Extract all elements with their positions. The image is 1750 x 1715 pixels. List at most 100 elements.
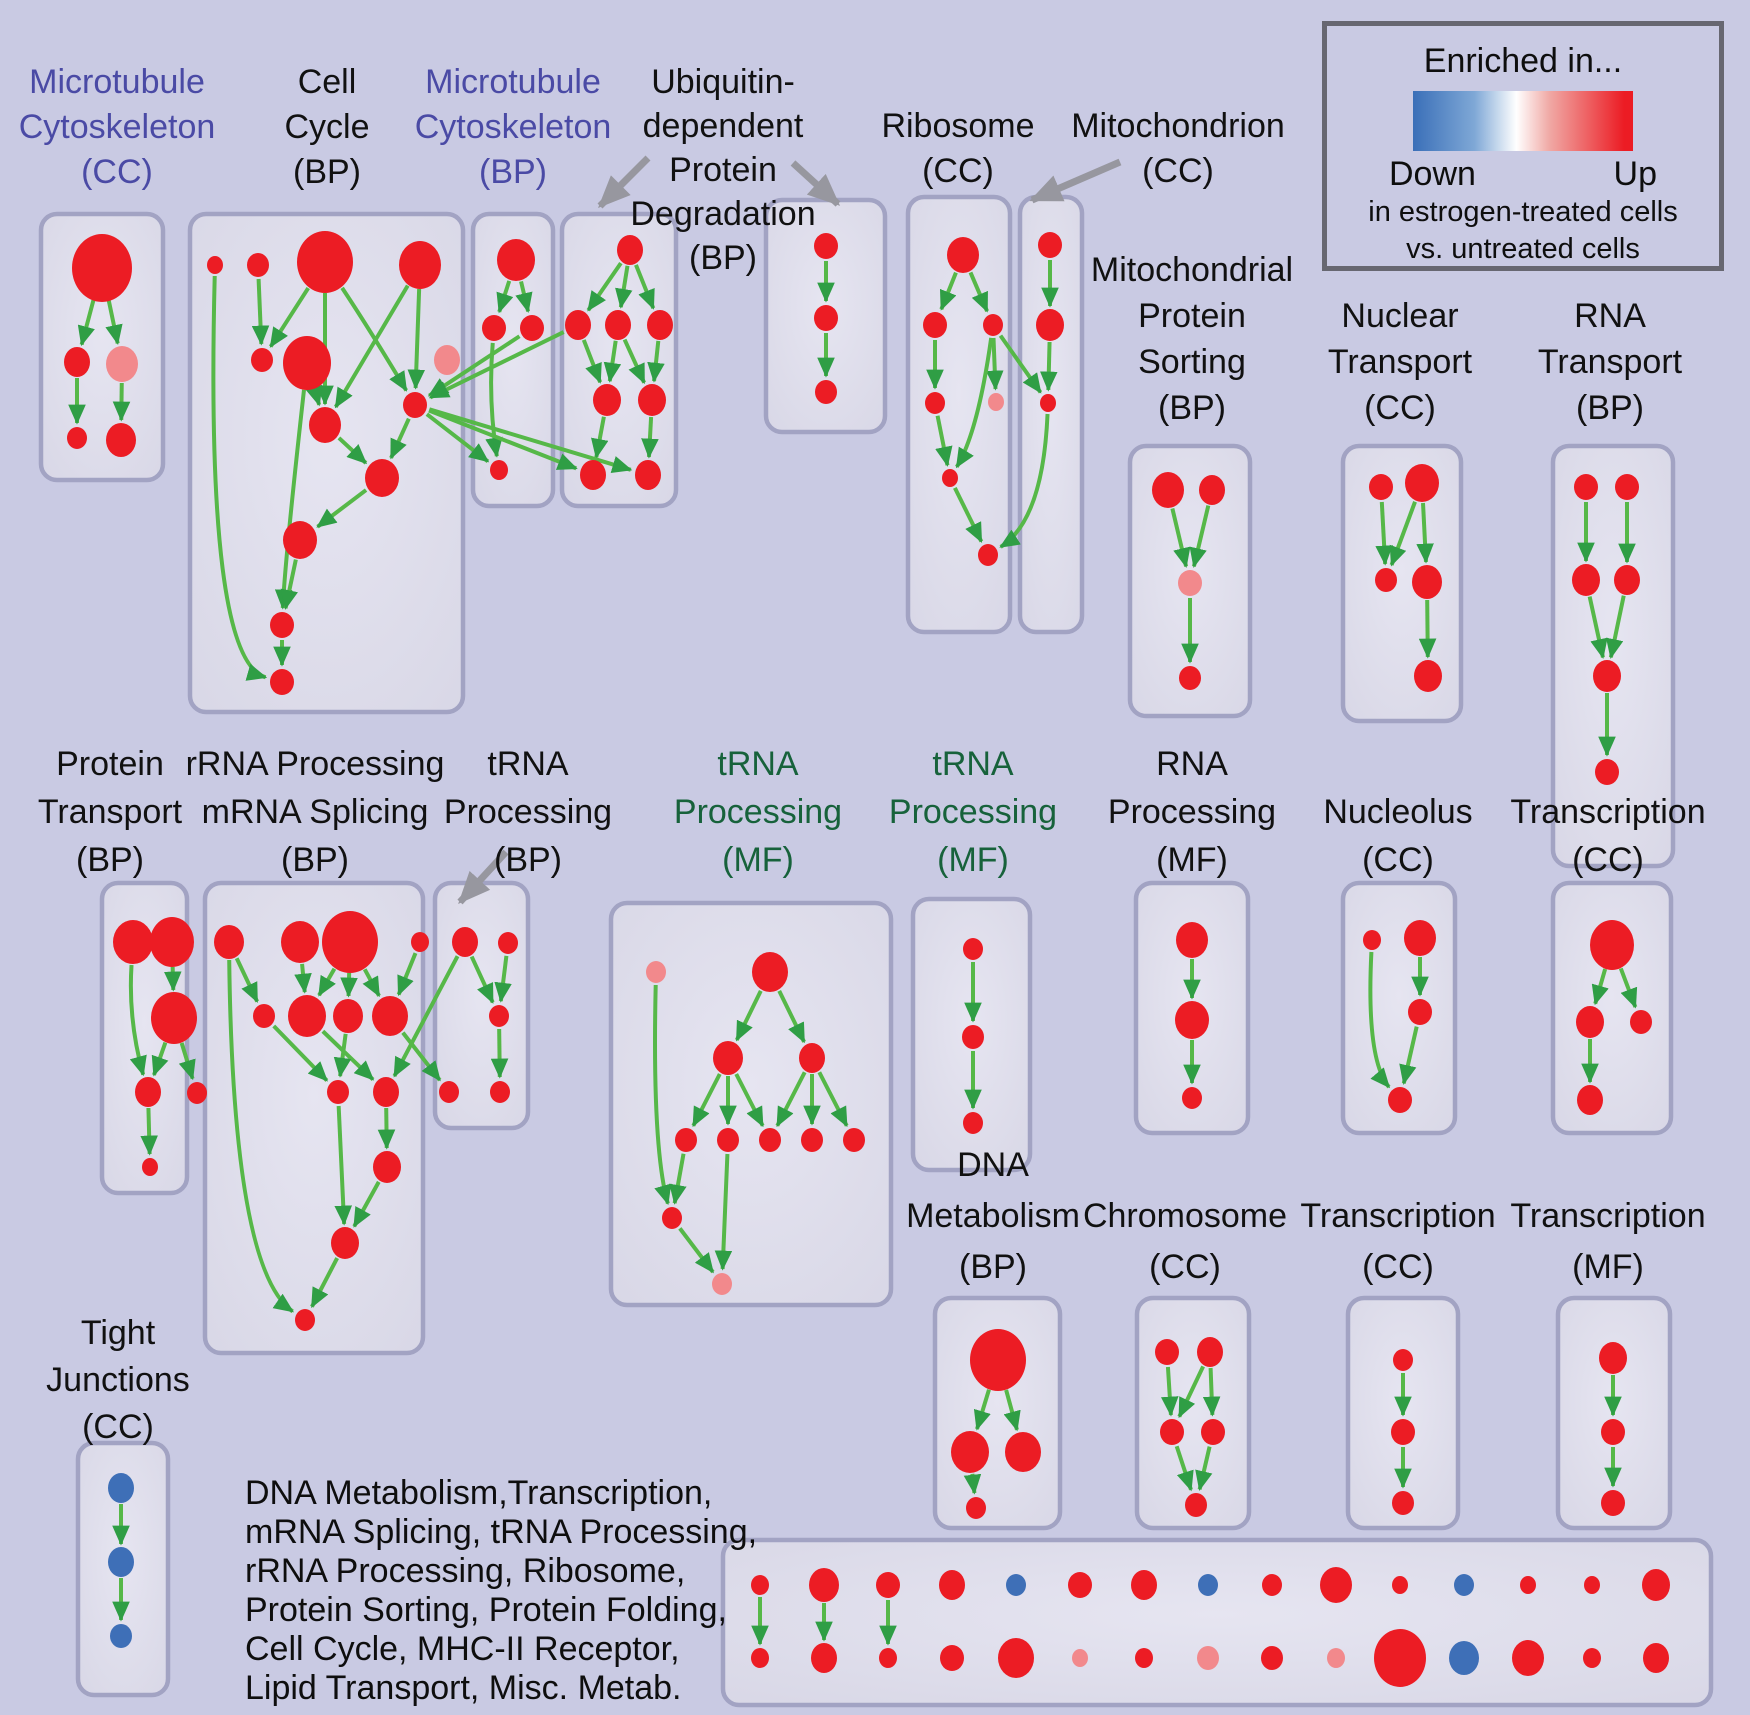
gene-node-trna-mf-1-n7 [759, 1128, 781, 1152]
gene-node-trna-mf-2-o3 [963, 1112, 983, 1134]
edge-arrow [817, 1071, 849, 1128]
gene-node-mito-sorting-h2 [1199, 475, 1225, 505]
edge-arrow [581, 339, 603, 384]
gene-node-nuclear-transport-i2 [1405, 464, 1439, 502]
edge-arrow [234, 957, 259, 1003]
edge-arrow [939, 271, 958, 311]
gene-node-ubiquitin-1-d8 [635, 460, 661, 490]
gene-node-protein-transport-k4 [135, 1077, 161, 1107]
gene-node-dna-metabolism-p3 [1005, 1432, 1041, 1472]
gene-node-cell-cycle-b11 [283, 521, 317, 559]
legend-title: Enriched in... [1423, 42, 1623, 80]
cluster-label-ubiquitin-1: Degradation [630, 195, 815, 233]
gene-node-trna-mf-1-n8 [801, 1128, 823, 1152]
legend-subline-1: in estrogen-treated cells [1368, 196, 1678, 228]
edge-arrow [669, 1153, 687, 1205]
legend: Enriched in... Down Up in estrogen-treat… [1322, 21, 1724, 271]
gene-node-trna-mf-1-n9 [843, 1128, 865, 1152]
legend-subline-2: vs. untreated cells [1406, 233, 1640, 265]
edge-arrow [1170, 508, 1191, 569]
gene-node-mito-sorting-h4 [1179, 666, 1201, 690]
gene-node-tight-junctions-tj1 [108, 1473, 134, 1503]
gene-node-ubiquitin-2-e3 [815, 380, 837, 404]
edge-arrow [1195, 1446, 1213, 1491]
gene-node-cell-cycle-b9 [403, 392, 427, 418]
gene-node-shared-terms-s8t [1198, 1574, 1218, 1596]
gene-node-shared-terms-s9t [1262, 1574, 1282, 1596]
cluster-label-microtubule-bp: Cytoskeleton [415, 108, 612, 146]
cluster-label-rna-processing-mf: RNA [1156, 745, 1228, 783]
gene-node-rrna-mrna-l8 [372, 996, 408, 1036]
edge-arrow [734, 1073, 765, 1128]
cluster-label-rrna-mrna: mRNA Splicing [202, 793, 429, 831]
gene-node-trna-bp-m4 [439, 1081, 459, 1103]
gene-node-protein-transport-k2 [150, 917, 194, 967]
gene-node-shared-terms-s13t [1520, 1576, 1536, 1594]
gene-node-microtubule-cc-a2 [64, 347, 90, 377]
cluster-label-nuclear-transport: Nuclear [1341, 297, 1458, 335]
gene-node-shared-terms-s3b [879, 1648, 897, 1668]
gene-node-shared-terms-s5t [1006, 1574, 1026, 1596]
edge-arrow [310, 1257, 339, 1309]
edge-arrow [998, 334, 1043, 394]
gene-node-trna-mf-2-o2 [962, 1025, 984, 1049]
gene-node-rna-processing-mf-u3 [1182, 1087, 1202, 1109]
gene-node-nuclear-transport-i5 [1414, 660, 1442, 692]
edge-arrow [714, 1153, 733, 1271]
edge-arrow [634, 264, 656, 310]
gene-node-ubiquitin-1-d5 [593, 384, 621, 416]
gene-node-shared-terms-s15b [1643, 1643, 1669, 1673]
edge-arrow [425, 412, 490, 464]
cluster-label-trna-mf-2: Processing [889, 793, 1057, 831]
cluster-label-chromosome: Chromosome [1083, 1197, 1287, 1235]
cluster-label-ubiquitin-1: dependent [643, 107, 804, 145]
edge-arrow [316, 488, 368, 529]
edge-arrow [1587, 596, 1608, 660]
edge-arrow [294, 963, 312, 994]
edge-arrow [1189, 505, 1211, 569]
edge-arrow [1389, 501, 1417, 567]
cluster-box-shared-terms [720, 1537, 1714, 1708]
edge-arrow [280, 559, 298, 610]
gene-node-shared-terms-s2b [811, 1643, 837, 1673]
gene-node-shared-terms-s12b [1449, 1641, 1479, 1675]
gene-node-rrna-mrna-l3 [322, 911, 378, 973]
gene-node-rrna-mrna-l4 [411, 932, 429, 952]
annotation-line: rRNA Processing, Ribosome, [245, 1552, 686, 1590]
gene-node-microtubule-cc-a4 [67, 427, 87, 449]
cluster-label-dna-metabolism: Metabolism [906, 1197, 1080, 1235]
edge-arrow [163, 966, 182, 992]
cluster-label-transcription-cc-1: (CC) [1572, 841, 1644, 879]
cluster-label-cell-cycle: Cell [298, 63, 357, 101]
edge-arrow [1040, 341, 1058, 392]
gene-node-cell-cycle-b8 [309, 407, 341, 443]
gene-node-chromosome-ch4 [1201, 1419, 1225, 1445]
legend-down-label: Down [1389, 155, 1476, 193]
cluster-label-protein-transport: Protein [56, 745, 164, 783]
cluster-label-mito-sorting: (BP) [1158, 389, 1226, 427]
cluster-label-protein-transport: (BP) [76, 841, 144, 879]
gene-node-shared-terms-s9b [1261, 1646, 1283, 1670]
annotation-line: Lipid Transport, Misc. Metab. [245, 1669, 682, 1707]
edge-arrow [985, 337, 1004, 391]
gene-node-transcription-mf-v2 [1601, 1419, 1625, 1445]
gene-node-transcription-cc-1-r2 [1576, 1006, 1604, 1038]
cluster-label-trna-mf-2: (MF) [937, 841, 1009, 879]
edge-arrow [151, 1041, 169, 1077]
cluster-label-transcription-mf: (MF) [1572, 1248, 1644, 1286]
gene-node-shared-terms-s7t [1131, 1570, 1157, 1600]
gene-node-microtubule-cc-a5 [106, 423, 136, 457]
edge-arrow [1202, 1367, 1221, 1417]
edge-arrow [407, 288, 426, 390]
gene-node-chromosome-ch3 [1160, 1419, 1184, 1445]
gene-node-cell-cycle-b10 [365, 459, 399, 497]
edge-arrow [227, 959, 294, 1314]
gene-node-microtubule-bp-c4 [490, 460, 508, 480]
gene-node-ubiquitin-1-d1 [617, 235, 643, 265]
gene-node-rna-transport-j6 [1595, 759, 1619, 785]
gene-node-ribosome-f4 [925, 392, 945, 414]
gene-node-transcription-cc-2-t3 [1392, 1491, 1414, 1515]
edge-arrow [968, 271, 989, 313]
gene-node-shared-terms-s8b [1197, 1646, 1219, 1670]
cluster-label-rna-transport: Transport [1538, 343, 1683, 381]
